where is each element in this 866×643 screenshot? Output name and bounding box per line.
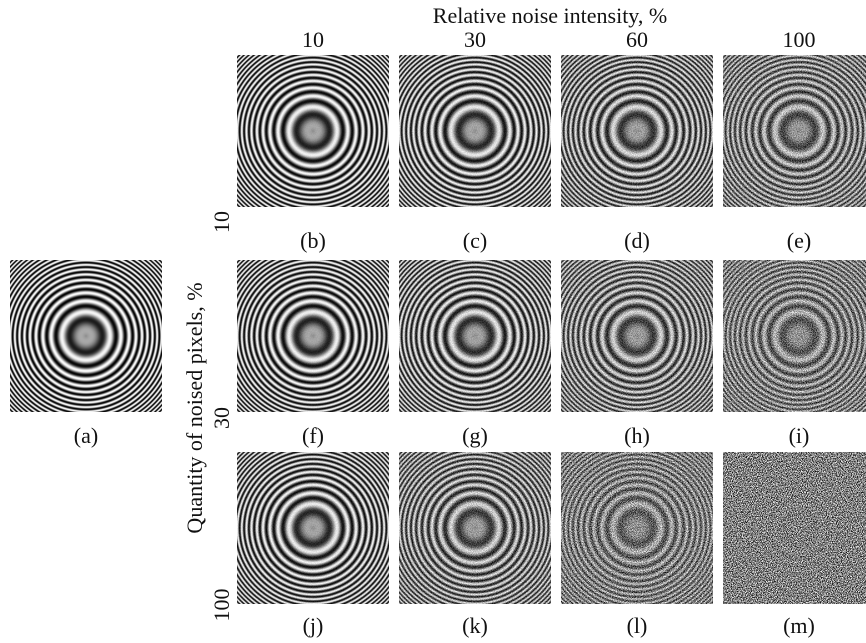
panel-caption: (m)	[783, 613, 815, 638]
panel-caption: (l)	[627, 613, 648, 638]
noisy-image	[723, 452, 866, 604]
noisy-image	[399, 452, 551, 604]
panel-caption: (f)	[302, 423, 324, 448]
row-label: 30	[209, 407, 234, 429]
noisy-image	[723, 55, 866, 207]
noisy-image	[723, 260, 866, 412]
column-label: 60	[626, 27, 648, 52]
row-axis-title: Quantity of noised pixels, %	[182, 282, 207, 533]
noisy-image	[561, 55, 713, 207]
noisy-image	[561, 452, 713, 604]
row-label: 100	[209, 589, 234, 622]
panel-caption: (h)	[624, 423, 650, 448]
panel-caption: (k)	[462, 613, 488, 638]
noisy-image	[237, 55, 389, 207]
panel-caption: (i)	[789, 423, 810, 448]
column-label: 100	[783, 27, 816, 52]
reference-image	[10, 260, 162, 412]
panel-caption: (e)	[787, 228, 811, 253]
row-label: 10	[209, 211, 234, 233]
panel-caption: (c)	[463, 228, 487, 253]
panel-caption: (b)	[300, 228, 326, 253]
panel-caption: (d)	[624, 228, 650, 253]
panel-caption: (a)	[74, 423, 98, 448]
noisy-image	[399, 260, 551, 412]
column-axis-title: Relative noise intensity, %	[433, 3, 667, 28]
column-label: 30	[464, 27, 486, 52]
noisy-image	[237, 260, 389, 412]
noisy-image	[561, 260, 713, 412]
noisy-image	[399, 55, 551, 207]
noisy-image	[237, 452, 389, 604]
panel-caption: (j)	[303, 613, 324, 638]
column-label: 10	[302, 27, 324, 52]
panel-caption: (g)	[462, 423, 488, 448]
